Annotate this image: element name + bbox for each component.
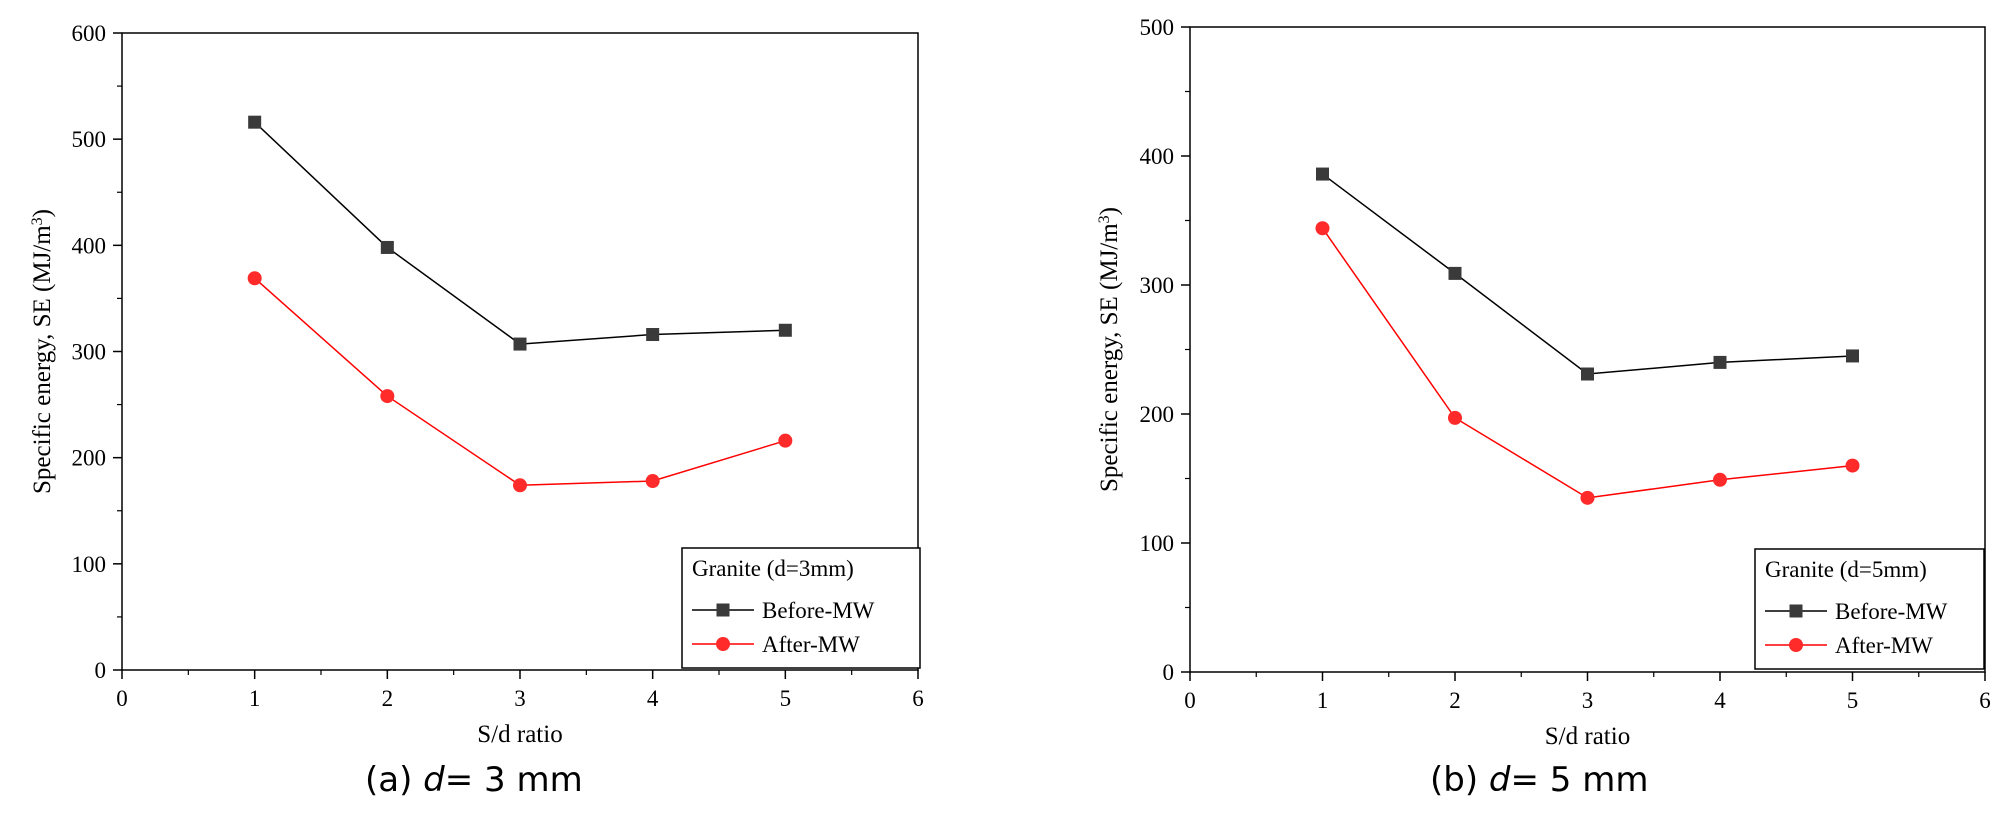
y-axis-label: Specific energy, SE (MJ/m3) bbox=[1096, 207, 1124, 492]
y-tick-label: 100 bbox=[72, 552, 107, 577]
data-point bbox=[513, 337, 527, 351]
y-tick-label: 300 bbox=[72, 340, 107, 365]
data-point bbox=[1315, 221, 1330, 236]
series-before-mw bbox=[248, 115, 792, 351]
data-point bbox=[1846, 349, 1859, 363]
y-axis-label-sup: 3 bbox=[29, 217, 46, 225]
legend-label: Before-MW bbox=[762, 598, 875, 623]
series-line bbox=[254, 121, 786, 345]
y-tick-label: 300 bbox=[1140, 273, 1175, 298]
caption-b: (b) d= 5 mm bbox=[1430, 760, 1649, 800]
data-point bbox=[646, 328, 660, 342]
x-tick-label: 3 bbox=[1582, 688, 1594, 713]
data-point bbox=[513, 478, 527, 493]
data-point bbox=[778, 323, 792, 337]
legend-title: Granite (d=3mm) bbox=[692, 556, 854, 581]
caption-b-suffix: = 5 mm bbox=[1510, 760, 1649, 800]
x-tick-label: 6 bbox=[912, 686, 924, 711]
series-after-mw bbox=[247, 271, 793, 493]
x-tick-label: 0 bbox=[1184, 688, 1196, 713]
legend-label: After-MW bbox=[762, 632, 860, 657]
caption-a-prefix: (a) bbox=[365, 760, 424, 800]
y-tick-label: 400 bbox=[1140, 144, 1175, 169]
x-tick-label: 1 bbox=[1317, 688, 1329, 713]
chart-b: 0 1 2 3 4 5 6 0 100 200 300 400 500 S/d ratio Specific… bbox=[1096, 15, 1991, 750]
y-axis-label: Specific energy, SE (MJ/m3) bbox=[29, 209, 57, 494]
data-point bbox=[1448, 266, 1462, 280]
data-point bbox=[1316, 167, 1329, 181]
x-axis-label: S/d ratio bbox=[477, 721, 562, 748]
caption-a-var: d bbox=[423, 760, 445, 800]
series-line bbox=[1321, 227, 1853, 499]
data-point bbox=[1581, 367, 1594, 381]
data-point bbox=[645, 474, 660, 489]
y-axis-label-main: Specific energy, SE (MJ/m bbox=[29, 225, 56, 494]
x-tick-label: 1 bbox=[249, 686, 261, 711]
y-tick-label: 200 bbox=[1140, 402, 1175, 427]
legend-title: Granite (d=5mm) bbox=[1765, 557, 1927, 582]
x-tick-label: 2 bbox=[1449, 688, 1461, 713]
y-tick-label: 400 bbox=[72, 233, 107, 258]
caption-b-var: d bbox=[1488, 760, 1511, 800]
y-axis-label-close: ) bbox=[29, 209, 56, 217]
y-axis-label-close: ) bbox=[1096, 207, 1123, 215]
legend: Granite (d=5mm) Before-MW After-MW bbox=[1754, 548, 1985, 670]
x-tick-label: 4 bbox=[1714, 688, 1726, 713]
data-point bbox=[778, 433, 793, 448]
data-point bbox=[380, 240, 394, 254]
y-tick-label: 100 bbox=[1140, 531, 1175, 556]
caption-a: (a) d= 3 mm bbox=[365, 760, 583, 800]
data-point bbox=[247, 271, 262, 286]
data-point bbox=[1713, 472, 1727, 487]
y-tick-label: 200 bbox=[72, 446, 107, 471]
series-before-mw bbox=[1316, 167, 1859, 381]
x-tick-label: 2 bbox=[382, 686, 394, 711]
y-tick-label: 0 bbox=[95, 658, 107, 683]
y-axis-label-sup: 3 bbox=[1096, 215, 1113, 223]
x-tick-label: 6 bbox=[1979, 688, 1991, 713]
legend-marker bbox=[1789, 638, 1803, 652]
x-tick-label: 5 bbox=[780, 686, 792, 711]
data-point bbox=[380, 389, 395, 404]
data-point bbox=[1845, 458, 1860, 473]
data-point bbox=[1448, 410, 1462, 425]
caption-a-suffix: = 3 mm bbox=[444, 760, 583, 800]
series-line bbox=[1322, 173, 1853, 375]
legend-label: Before-MW bbox=[1835, 599, 1948, 624]
legend-label: After-MW bbox=[1835, 633, 1933, 658]
series-after-mw bbox=[1315, 221, 1860, 505]
caption-b-prefix: (b) bbox=[1430, 760, 1489, 800]
x-tick-label: 4 bbox=[647, 686, 659, 711]
y-tick-label: 0 bbox=[1163, 660, 1175, 685]
data-point bbox=[1713, 355, 1727, 369]
data-point bbox=[248, 115, 262, 129]
x-tick-label: 3 bbox=[514, 686, 526, 711]
legend-marker bbox=[1789, 604, 1803, 618]
y-axis-label-main: Specific energy, SE (MJ/m bbox=[1096, 223, 1123, 492]
x-tick-label: 5 bbox=[1847, 688, 1859, 713]
x-tick-label: 0 bbox=[116, 686, 128, 711]
legend-marker bbox=[716, 637, 730, 651]
y-tick-label: 500 bbox=[72, 127, 107, 152]
x-axis-label: S/d ratio bbox=[1545, 723, 1630, 750]
y-tick-label: 500 bbox=[1140, 15, 1175, 40]
series-line bbox=[254, 277, 786, 487]
chart-a: 0 1 2 3 4 5 6 0 100 200 300 400 500 600 S/d ratio Speci… bbox=[29, 21, 924, 748]
legend-marker bbox=[716, 603, 730, 617]
data-point bbox=[1580, 490, 1595, 505]
legend: Granite (d=3mm) Before-MW After-MW bbox=[681, 547, 921, 669]
y-tick-label: 600 bbox=[72, 21, 107, 46]
